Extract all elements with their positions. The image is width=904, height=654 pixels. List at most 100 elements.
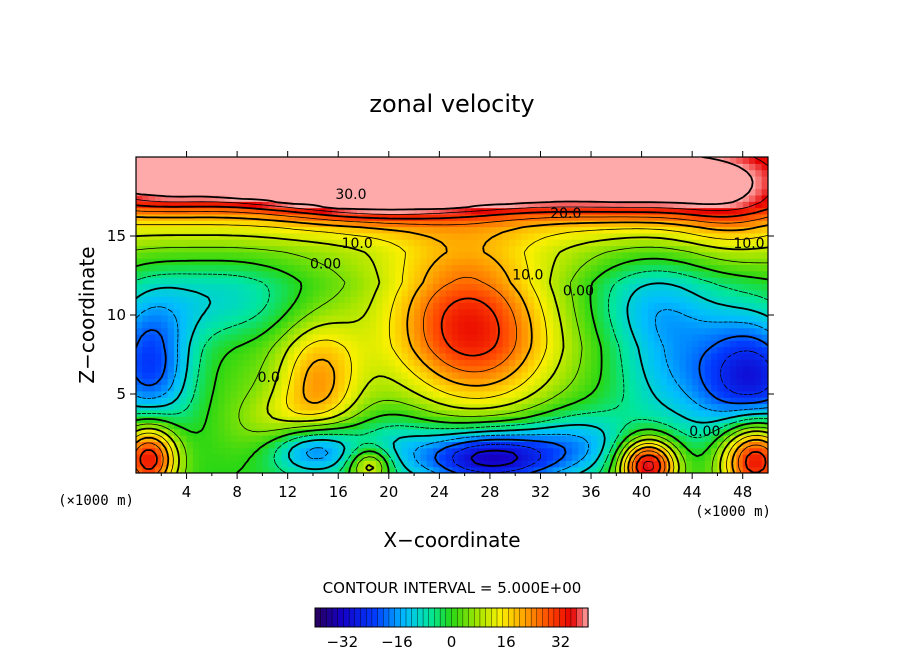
field-cell	[603, 321, 611, 329]
field-cell	[572, 163, 579, 171]
field-cell	[527, 163, 535, 171]
field-cell	[275, 397, 282, 405]
field-cell	[382, 435, 390, 442]
field-cell	[641, 308, 649, 316]
field-cell	[281, 384, 289, 392]
field-cell	[635, 157, 643, 164]
field-cell	[591, 390, 598, 398]
field-cell	[325, 378, 333, 386]
field-cell	[515, 163, 523, 171]
field-cell	[584, 157, 592, 164]
field-cell	[237, 460, 245, 468]
field-cell	[237, 346, 245, 354]
field-cell	[622, 384, 630, 392]
field-cell	[167, 409, 175, 417]
field-cell	[654, 447, 662, 455]
field-cell	[142, 157, 150, 164]
field-cell	[414, 182, 421, 190]
field-cell	[660, 460, 668, 468]
field-cell	[268, 220, 276, 228]
field-cell	[711, 384, 719, 392]
field-cell	[300, 352, 308, 360]
field-cell	[148, 220, 156, 228]
field-cell	[559, 194, 567, 202]
field-cell	[647, 175, 655, 183]
field-cell	[294, 308, 301, 316]
field-cell	[275, 296, 282, 303]
field-cell	[470, 188, 478, 196]
field-cell	[300, 466, 308, 473]
field-cell	[395, 245, 403, 253]
field-cell	[154, 302, 162, 310]
field-cell	[502, 378, 510, 386]
field-cell	[407, 169, 415, 177]
field-cell	[565, 460, 573, 468]
field-cell	[730, 302, 737, 310]
field-cell	[136, 283, 143, 291]
field-cell	[167, 239, 175, 247]
field-cell	[414, 270, 421, 278]
field-cell	[452, 333, 459, 341]
field-cell	[319, 258, 327, 266]
field-cell	[300, 397, 308, 405]
field-cell	[546, 352, 554, 360]
field-cell	[211, 232, 219, 240]
field-cell	[736, 397, 744, 405]
field-cell	[647, 220, 655, 228]
field-cell	[647, 277, 655, 284]
field-cell	[610, 340, 617, 348]
field-cell	[572, 359, 579, 367]
field-cell	[723, 321, 731, 329]
field-cell	[502, 428, 510, 436]
field-cell	[635, 333, 643, 341]
field-cell	[382, 270, 390, 278]
field-cell	[325, 296, 333, 303]
field-cell	[755, 315, 763, 322]
field-cell	[761, 384, 768, 392]
field-cell	[711, 308, 719, 316]
field-cell	[262, 289, 270, 297]
field-cell	[508, 359, 516, 367]
field-cell	[357, 220, 365, 228]
field-cell	[161, 409, 169, 417]
field-cell	[420, 283, 428, 291]
field-cell	[452, 321, 459, 329]
field-cell	[331, 327, 339, 335]
field-cell	[628, 454, 636, 461]
field-cell	[749, 466, 756, 473]
field-cell	[224, 454, 232, 461]
field-cell	[287, 460, 295, 468]
field-cell	[243, 264, 251, 272]
field-cell	[319, 157, 327, 164]
field-cell	[654, 460, 662, 468]
field-cell	[136, 359, 143, 367]
field-cell	[237, 435, 245, 442]
field-cell	[369, 327, 377, 335]
field-cell	[338, 207, 346, 215]
field-cell	[369, 239, 377, 247]
field-cell	[376, 435, 384, 442]
field-cell	[167, 321, 175, 329]
field-cell	[192, 296, 200, 303]
field-cell	[647, 321, 655, 329]
field-cell	[230, 371, 238, 379]
field-cell	[742, 384, 750, 392]
field-cell	[717, 258, 725, 266]
field-cell	[205, 454, 213, 461]
field-cell	[300, 447, 308, 455]
field-cell	[711, 251, 719, 259]
field-cell	[584, 264, 592, 272]
field-cell	[458, 409, 466, 417]
field-cell	[723, 277, 731, 284]
field-cell	[641, 207, 649, 215]
field-cell	[186, 283, 194, 291]
field-cell	[584, 296, 592, 303]
field-cell	[749, 226, 756, 234]
field-cell	[350, 327, 358, 335]
field-cell	[502, 384, 510, 392]
field-cell	[704, 175, 712, 183]
field-cell	[211, 403, 219, 411]
field-cell	[578, 264, 586, 272]
field-cell	[224, 239, 232, 247]
field-cell	[281, 321, 289, 329]
